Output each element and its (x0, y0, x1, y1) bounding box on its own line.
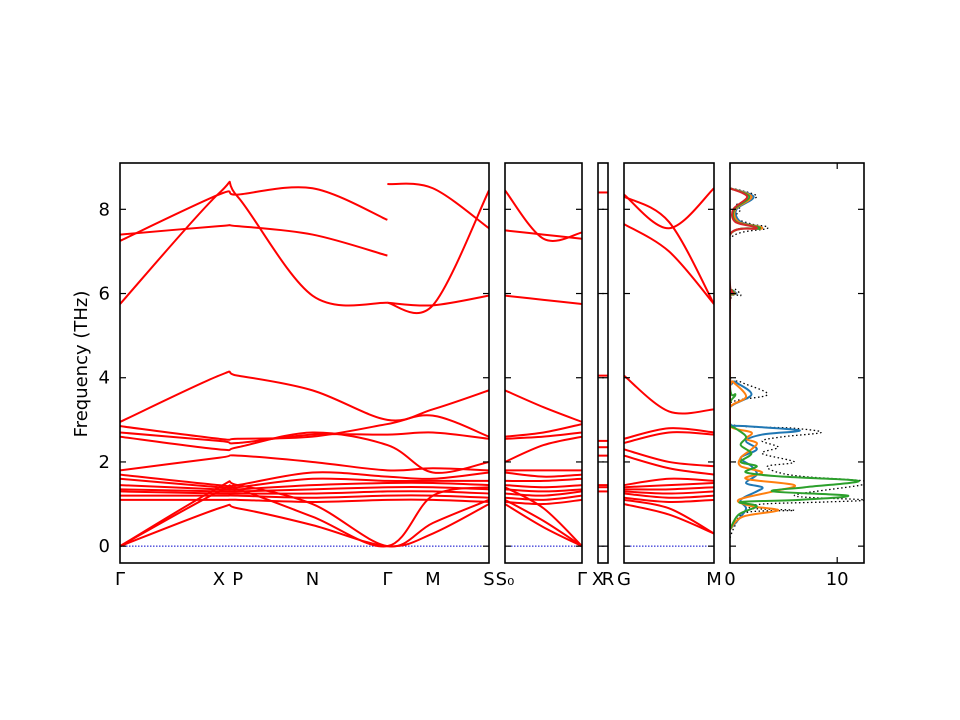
y-tick-label-2: 4 (99, 368, 110, 389)
x-tick-label-seg2-0: S₀ (496, 569, 515, 590)
band-seg2-14 (505, 498, 582, 506)
band-seg2-12 (505, 490, 582, 497)
band-seg2-13 (505, 494, 582, 501)
x-tick-label-seg4-0: G (617, 569, 631, 590)
band-panel-seg2: S₀ Γ (496, 162, 587, 590)
band-seg4-1 (624, 195, 714, 305)
x-tick-label-seg4-1: M (706, 569, 722, 590)
band-seg2-0 (505, 189, 582, 242)
band-seg4-0 (624, 187, 714, 230)
bands-seg4 (624, 187, 714, 547)
x-tick-label-seg1-4: Γ (382, 569, 392, 590)
band-seg4-8 (624, 477, 714, 487)
x-tick-label-seg1-0: Γ (115, 569, 125, 590)
band-seg4-14 (624, 498, 714, 535)
band-seg4-5 (624, 431, 714, 444)
dos-frame (729, 162, 865, 564)
band-seg4-6 (624, 448, 714, 468)
band-seg1-15 (120, 490, 489, 495)
dos-curves (730, 187, 864, 538)
dos-panel: 0 10 (724, 162, 865, 590)
y-tick-label-4: 8 (99, 199, 110, 220)
panel-frame (597, 162, 609, 564)
x-tick-label-seg1-5: M (425, 569, 441, 590)
band-seg1-18 (120, 484, 489, 548)
x-tick-label-seg1-1: X (213, 569, 225, 590)
band-seg1-5 (387, 294, 489, 307)
band-seg1-17 (120, 498, 489, 503)
band-seg4-12 (624, 492, 714, 499)
band-panels: Γ X P N Γ M S S₀ Γ XR G M (115, 162, 722, 590)
band-seg2-1 (505, 229, 582, 240)
dos-series-1 (730, 187, 801, 530)
y-tick-label-1: 2 (99, 452, 110, 473)
x-tick-label-seg3-1: R (602, 569, 615, 590)
band-seg2-6 (505, 435, 582, 463)
band-seg4-9 (624, 482, 714, 489)
dos-series-4 (730, 187, 758, 530)
panel-frame (119, 162, 490, 564)
dos-series-2 (730, 187, 797, 531)
bands-seg3 (598, 191, 608, 547)
band-seg1-4 (387, 189, 489, 314)
band-seg1-20 (120, 480, 489, 548)
x-tick-label-seg1-6: S (483, 569, 494, 590)
x-tick-label-seg1-3: N (306, 569, 319, 590)
band-seg2-9 (505, 477, 582, 483)
band-seg4-11 (624, 490, 714, 495)
dos-x-tick-label-1: 10 (826, 569, 849, 590)
band-seg1-7 (120, 414, 489, 441)
band-seg1-11 (120, 471, 489, 488)
band-seg2-10 (505, 484, 582, 489)
band-seg4-2 (624, 223, 714, 305)
band-seg1-8 (120, 431, 489, 445)
band-seg4-3 (624, 374, 714, 415)
panel-frame (623, 162, 715, 564)
band-seg1-0 (120, 224, 388, 257)
band-seg4-13 (624, 496, 714, 503)
band-seg4-15 (624, 503, 714, 535)
band-seg4-4 (624, 427, 714, 440)
band-seg1-6 (120, 370, 489, 423)
band-seg1-3 (387, 182, 489, 230)
dos-series-0 (730, 187, 864, 538)
band-seg1-1 (120, 186, 388, 242)
band-seg2-16 (505, 498, 582, 547)
band-seg2-2 (505, 294, 582, 306)
bands-seg1 (120, 180, 489, 548)
y-axis-label: Frequency (THz) (71, 291, 92, 438)
band-seg2-5 (505, 431, 582, 440)
band-seg2-8 (505, 471, 582, 478)
band-seg2-4 (505, 423, 582, 438)
x-tick-label-seg3-0: X (592, 569, 604, 590)
band-panel-seg3: XR (592, 162, 615, 590)
band-seg1-19 (120, 503, 489, 548)
y-tick-labels: 0 2 4 6 8 (99, 199, 110, 557)
band-seg2-11 (505, 488, 582, 493)
y-axis-label-group: Frequency (THz) (71, 291, 92, 438)
band-seg4-7 (624, 454, 714, 476)
x-tick-label-seg1-2: P (232, 569, 243, 590)
band-seg1-2 (120, 180, 388, 307)
band-seg1-12 (120, 477, 489, 490)
band-seg1-10 (120, 454, 489, 472)
band-seg2-15 (505, 486, 582, 547)
dos-x-tick-label-0: 0 (724, 569, 735, 590)
band-seg1-9 (120, 431, 489, 474)
y-tick-label-0: 0 (99, 536, 110, 557)
band-seg4-10 (624, 486, 714, 491)
band-seg2-3 (505, 389, 582, 423)
band-seg1-14 (120, 485, 489, 493)
bands-seg2 (505, 189, 582, 548)
x-tick-label-seg2-1: Γ (577, 569, 587, 590)
y-tick-label-3: 6 (99, 284, 110, 305)
band-seg2-17 (505, 503, 582, 548)
panel-frame (504, 162, 583, 564)
